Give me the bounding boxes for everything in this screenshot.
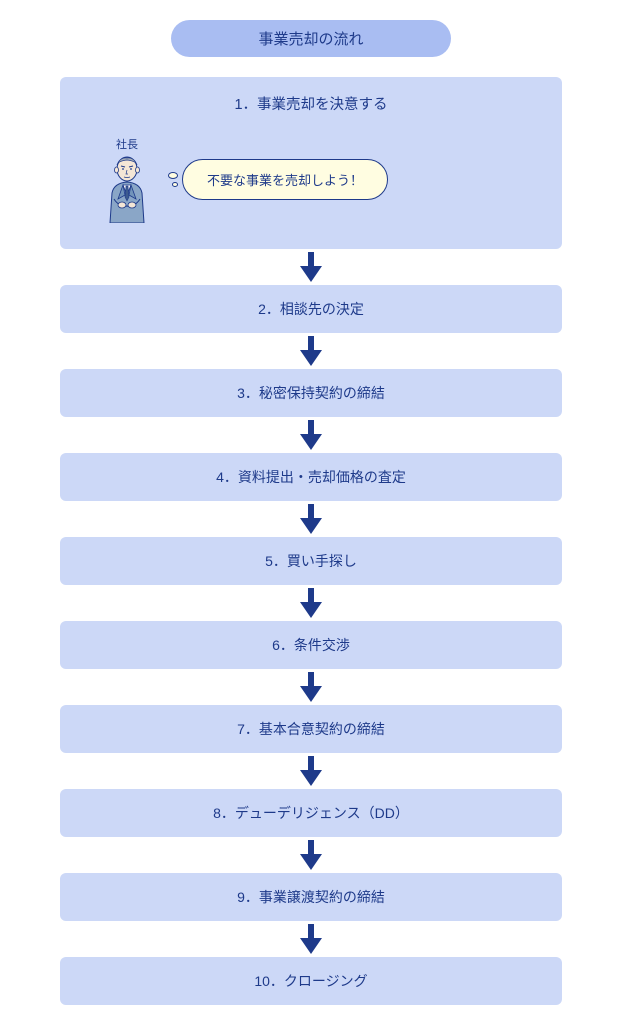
thought-dots — [164, 172, 178, 187]
flow-arrow-icon — [60, 585, 562, 621]
speech-bubble: 不要な事業を売却しよう！ — [182, 159, 388, 200]
step-5-box: 5．買い手探し — [60, 537, 562, 585]
step-1-box: 1．事業売却を決意する 社長 — [60, 77, 562, 249]
step-4-box: 4．資料提出・売却価格の査定 — [60, 453, 562, 501]
step-7-box: 7．基本合意契約の締結 — [60, 705, 562, 753]
diagram-title: 事業売却の流れ — [171, 20, 451, 57]
flow-arrow-icon — [60, 333, 562, 369]
flow-arrow-icon — [60, 501, 562, 537]
flow-arrow-icon — [60, 249, 562, 285]
flow-arrow-icon — [60, 921, 562, 957]
step-1-content: 社長 — [80, 136, 542, 223]
president-icon — [100, 155, 154, 223]
speech-bubble-group: 不要な事業を売却しよう！ — [164, 159, 388, 200]
flow-arrow-icon — [60, 837, 562, 873]
flow-arrow-icon — [60, 669, 562, 705]
flow-arrow-icon — [60, 417, 562, 453]
step-3-box: 3．秘密保持契約の締結 — [60, 369, 562, 417]
step-8-box: 8．デューデリジェンス（DD） — [60, 789, 562, 837]
step-2-box: 2．相談先の決定 — [60, 285, 562, 333]
step-10-box: 10．クロージング — [60, 957, 562, 1005]
step-1-label: 1．事業売却を決意する — [80, 93, 542, 114]
flow-arrow-icon — [60, 753, 562, 789]
president-block: 社長 — [100, 136, 154, 223]
step-6-box: 6．条件交渉 — [60, 621, 562, 669]
president-label: 社長 — [116, 136, 138, 152]
step-9-box: 9．事業譲渡契約の締結 — [60, 873, 562, 921]
